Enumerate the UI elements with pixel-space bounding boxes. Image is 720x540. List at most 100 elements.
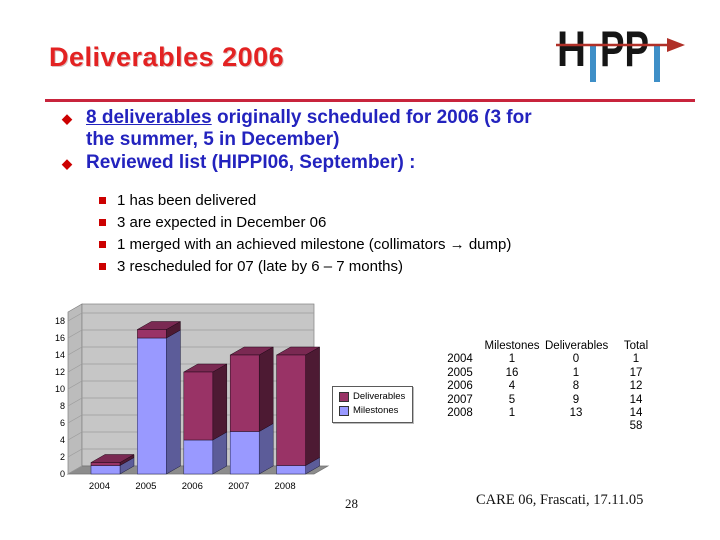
table-header-cell xyxy=(441,340,479,353)
bar-side-deliverables xyxy=(305,346,320,466)
sub-bullet-item: 3 are expected in December 06 xyxy=(99,212,659,234)
bar-segment-deliverables xyxy=(90,462,121,466)
table-cell: 0 xyxy=(572,353,580,366)
table-header-cell: Total xyxy=(623,340,649,352)
axis-tick xyxy=(67,329,83,339)
bullet-list: ◆ 8 deliverables originally scheduled fo… xyxy=(62,107,662,176)
table-cell: 14 xyxy=(629,393,643,406)
legend-label: Milestones xyxy=(353,405,399,416)
table-cell: 1 xyxy=(572,366,580,379)
logo-letter-h: H xyxy=(557,21,586,77)
sub-bullet-1-text: 1 has been delivered xyxy=(117,192,257,209)
y-axis-label: 16 xyxy=(55,333,65,343)
x-axis-label: 2004 xyxy=(89,481,110,492)
logo-arrow-head xyxy=(667,38,685,52)
axis-tick xyxy=(67,380,83,390)
table-cell: 1 xyxy=(508,353,516,366)
diamond-bullet-icon: ◆ xyxy=(62,111,72,126)
x-axis-label: 2007 xyxy=(228,481,249,492)
sub-bullet-3-text: 1 merged with an achieved milestone (col… xyxy=(117,236,512,253)
table-cell: 1 xyxy=(508,407,516,420)
y-axis-label: 14 xyxy=(55,350,65,360)
diamond-bullet-icon: ◆ xyxy=(62,156,72,171)
table-cell: 58 xyxy=(629,420,643,433)
axis-tick xyxy=(67,448,83,458)
table-cell xyxy=(545,420,607,433)
sub-bullet-2-text: 3 are expected in December 06 xyxy=(117,214,327,231)
axis-tick xyxy=(67,431,83,441)
table-cell: 9 xyxy=(572,393,580,406)
table-cell: 4 xyxy=(508,380,516,393)
table-cell: 2005 xyxy=(447,366,473,379)
y-axis-label: 4 xyxy=(60,435,65,445)
square-bullet-icon xyxy=(99,197,106,204)
bullet-1-underlined: 8 deliverables xyxy=(86,107,212,128)
table-cell: 12 xyxy=(629,380,643,393)
table-cell: 8 xyxy=(572,380,580,393)
chart-legend: Deliverables Milestones xyxy=(332,386,414,423)
legend-swatch-icon xyxy=(339,406,349,416)
bullet-2-text: Reviewed list (HIPPI06, September) : xyxy=(86,152,416,173)
milestones-deliverables-table: Milestones Deliverables Total 2004 1 0 1 2005 16… xyxy=(441,340,665,434)
stacked-bar-chart: 0 2 4 6 8 10 12 14 16 18 2004 2005 2006 2007 2008 xyxy=(55,303,330,492)
x-axis-label: 2005 xyxy=(135,481,156,492)
y-axis-label: 18 xyxy=(55,316,65,326)
axis-tick xyxy=(67,363,83,373)
footer-credit: CARE 06, Frascati, 17.11.05 xyxy=(476,492,644,508)
square-bullet-icon xyxy=(99,241,106,248)
hippi-logo: H PP xyxy=(556,21,685,82)
bar-segment-milestones xyxy=(276,465,306,475)
square-bullet-icon xyxy=(99,219,106,226)
square-bullet-icon xyxy=(99,263,106,270)
y-axis-label: 2 xyxy=(60,452,65,462)
legend-label: Deliverables xyxy=(353,391,406,402)
y-axis-label: 10 xyxy=(55,384,65,394)
page-number: 28 xyxy=(345,496,358,511)
table-cell xyxy=(479,420,545,433)
axis-tick xyxy=(67,414,83,424)
chart-side-wall xyxy=(67,303,83,475)
y-axis-label: 12 xyxy=(55,367,65,377)
bullet-item-1: ◆ 8 deliverables originally scheduled fo… xyxy=(62,107,662,151)
logo-blue-bar-right xyxy=(654,46,660,82)
y-axis-label: 6 xyxy=(60,418,65,428)
sub-bullet-list: 1 has been delivered 3 are expected in D… xyxy=(99,190,659,278)
legend-swatch-icon xyxy=(339,392,349,402)
table-cell: 13 xyxy=(569,407,583,420)
table-cell: 2004 xyxy=(447,353,473,366)
table-header-cell: Milestones xyxy=(484,340,540,352)
logo-blue-bar-left xyxy=(590,46,596,82)
table-cell: 2007 xyxy=(447,393,473,406)
legend-item: Milestones xyxy=(339,404,405,418)
bar-segment-milestones xyxy=(137,337,167,475)
table-cell: 16 xyxy=(505,366,519,379)
table-cell xyxy=(441,420,479,433)
title-rule xyxy=(45,99,695,102)
y-axis-label: 0 xyxy=(60,469,65,479)
table-cell: 2008 xyxy=(447,407,473,420)
page-title: Deliverables 2006 xyxy=(49,42,285,72)
bar-side-milestones xyxy=(166,329,181,475)
axis-tick xyxy=(67,397,83,407)
bar-segment-deliverables xyxy=(183,371,214,441)
axis-tick xyxy=(67,465,83,475)
bullet-1-text: 8 deliverables originally scheduled for … xyxy=(86,107,532,151)
bullet-1-rest: originally scheduled for 2006 (3 for xyxy=(211,107,532,128)
table-cell: 17 xyxy=(629,366,643,379)
bar-segment-milestones xyxy=(183,439,214,475)
bullet-1-line2: the summer, 5 in December) xyxy=(86,129,340,150)
table-cell: 14 xyxy=(629,407,643,420)
sub-bullet-item: 1 has been delivered xyxy=(99,190,659,212)
table-header-cell: Deliverables xyxy=(545,340,609,352)
sub-bullet-item: 3 rescheduled for 07 (late by 6 – 7 mont… xyxy=(99,256,659,278)
table-cell: 1 xyxy=(632,353,640,366)
x-axis-label: 2006 xyxy=(182,481,203,492)
bar-segment-milestones xyxy=(90,465,121,475)
bar-segment-milestones xyxy=(229,431,260,475)
table-cell: 5 xyxy=(508,393,516,406)
logo-letters-pp: PP xyxy=(600,21,649,77)
legend-item: Deliverables xyxy=(339,390,405,404)
y-axis-label: 8 xyxy=(60,401,65,411)
table-cell: 2006 xyxy=(447,380,473,393)
